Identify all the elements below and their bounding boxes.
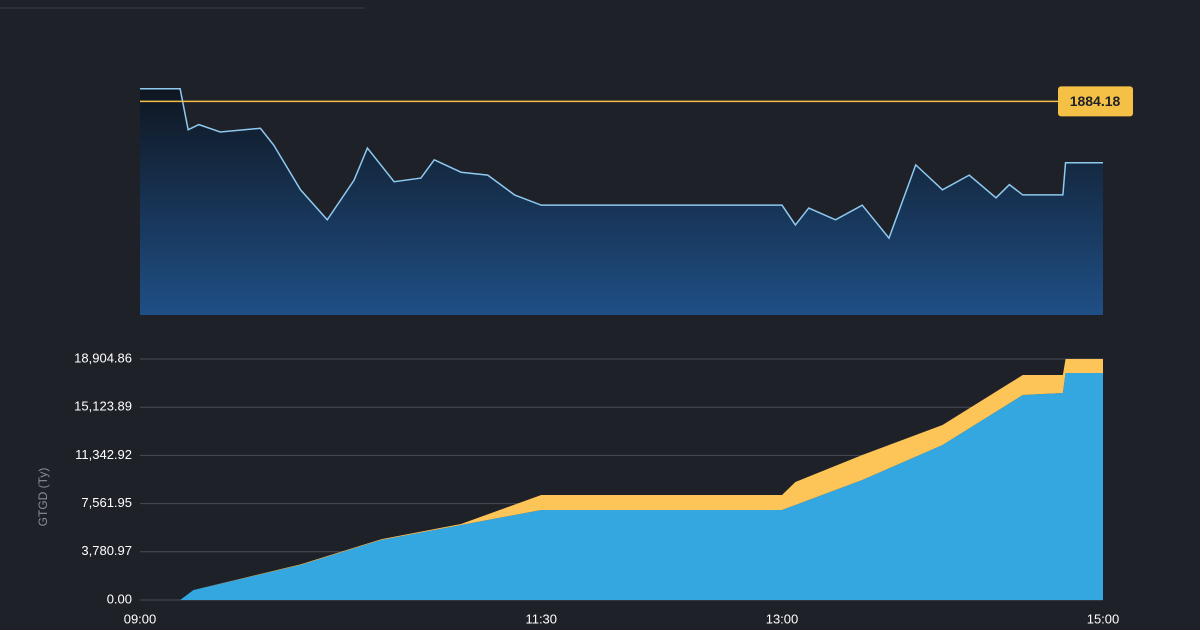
area xyxy=(140,372,1103,600)
y-tick-label: 15,123.89 xyxy=(74,399,132,414)
y-tick-label: 7,561.95 xyxy=(81,495,132,510)
y-tick-label: 11,342.92 xyxy=(75,447,132,462)
x-tick-label: 13:00 xyxy=(766,611,799,626)
x-tick-label: 11:30 xyxy=(525,611,557,626)
area xyxy=(140,358,1103,600)
price-line xyxy=(140,87,1103,240)
price-area xyxy=(140,88,1103,315)
y-tick-label: 18,904.86 xyxy=(74,350,132,365)
reference-label: 1884.18 xyxy=(1070,93,1121,109)
y-tick-label: 3,780.97 xyxy=(81,543,132,558)
x-tick-label: 09:00 xyxy=(124,611,157,626)
y-tick-label: 0.00 xyxy=(107,591,132,606)
x-tick-label: 15:00 xyxy=(1087,611,1120,626)
y-axis-title: GTGD (Ty) xyxy=(36,468,50,527)
reference-label-box xyxy=(1058,86,1133,117)
